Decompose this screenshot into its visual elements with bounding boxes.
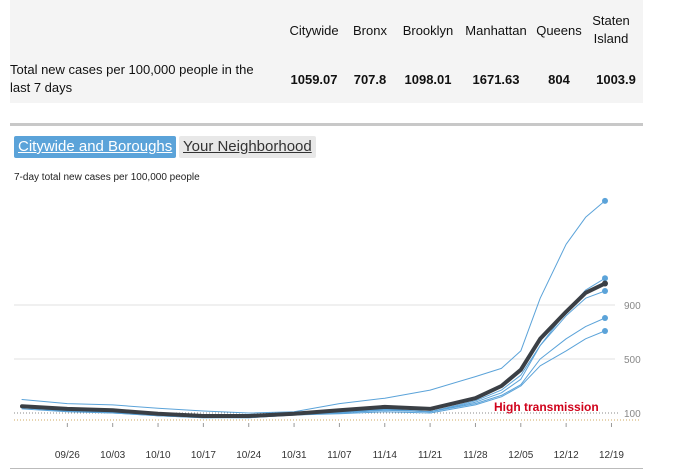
value-staten-island: 1003.9	[596, 72, 636, 87]
header-manhattan: Manhattan	[465, 23, 527, 38]
series-line-citywide	[20, 281, 607, 418]
value-queens: 804	[548, 72, 570, 87]
tab-citywide-and-boroughs[interactable]: Citywide and Boroughs	[14, 136, 177, 158]
x-tick-label: 12/12	[554, 450, 579, 461]
x-tick-label: 11/21	[418, 450, 443, 461]
y-tick-label: 900	[624, 301, 641, 312]
x-tick-label: 10/03	[100, 450, 125, 461]
summary-table	[10, 0, 643, 103]
value-citywide: 1059.07	[290, 72, 338, 87]
series-endpoint-citywide	[602, 280, 608, 287]
section-divider	[10, 123, 643, 126]
value-brooklyn: 1098.01	[404, 72, 452, 87]
header-queens: Queens	[536, 23, 582, 38]
x-tick-label: 09/26	[55, 450, 80, 461]
threshold-label: High transmission	[494, 400, 599, 414]
x-tick-label: 11/14	[373, 450, 398, 461]
tab-your-neighborhood[interactable]: Your Neighborhood	[179, 136, 316, 158]
series-endpoint-brooklyn	[602, 275, 608, 282]
header-citywide: Citywide	[289, 23, 339, 38]
header-bronx: Bronx	[353, 23, 387, 38]
header-staten-island: Staten Island	[592, 13, 630, 46]
series-endpoint-manhattan	[602, 197, 608, 204]
bottom-rule	[10, 468, 643, 469]
x-tick-label: 10/31	[282, 450, 307, 461]
header-brooklyn: Brooklyn	[402, 23, 454, 38]
series-endpoint-bronx	[602, 327, 608, 334]
x-tick-label: 10/17	[191, 450, 216, 461]
x-tick-label: 11/07	[327, 450, 352, 461]
x-tick-label: 10/24	[236, 450, 261, 461]
x-tick-label: 11/28	[463, 450, 488, 461]
series-line-manhattan	[21, 200, 606, 414]
x-tick-label: 12/19	[599, 450, 624, 461]
series-line-brooklyn	[21, 277, 606, 418]
value-manhattan: 1671.63	[472, 72, 520, 87]
value-bronx: 707.8	[353, 72, 387, 87]
row-label: Total new cases per 100,000 people in th…	[10, 62, 254, 95]
series-endpoint-staten-island	[602, 287, 608, 294]
x-tick-label: 10/10	[146, 450, 171, 461]
x-tick-label: 12/05	[508, 450, 533, 461]
series-line-staten-island	[21, 290, 606, 419]
y-tick-label: 500	[624, 355, 641, 366]
series-endpoint-queens	[602, 314, 608, 321]
chart-title: 7-day total new cases per 100,000 people	[14, 172, 200, 183]
line-chart: 100 500 900 High transmission 09/26 10/03 10/1…	[14, 197, 641, 461]
y-tick-label: 100	[624, 409, 641, 420]
